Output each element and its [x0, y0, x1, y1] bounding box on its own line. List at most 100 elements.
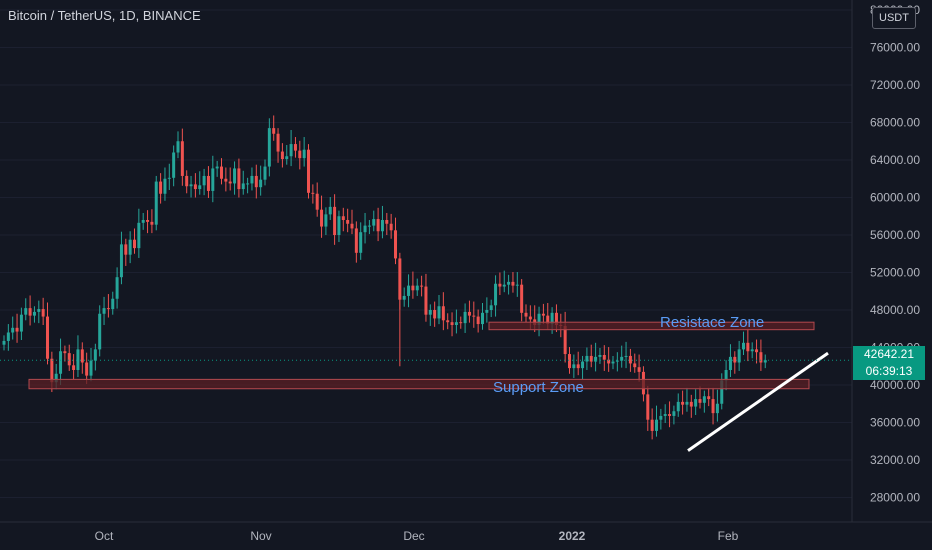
price-tick-label: 40000.00 [870, 378, 920, 392]
candle-body [489, 305, 493, 310]
candle-body [568, 354, 571, 369]
candle-body [124, 244, 128, 255]
support-zone-label: Support Zone [493, 379, 584, 396]
candle-body [694, 399, 698, 407]
last-price-label: 42642.21 06:39:13 [853, 346, 925, 380]
candle-body [520, 284, 524, 313]
candle-body [372, 219, 376, 226]
candle-body [502, 284, 506, 287]
candle-body [689, 401, 693, 407]
candle-body [215, 166, 219, 169]
candle-body [180, 141, 184, 176]
candle-body [28, 308, 32, 316]
candle-body [119, 244, 123, 278]
candles [2, 115, 767, 440]
candle-body [528, 316, 532, 320]
candle-body [720, 380, 724, 404]
candle-body [707, 396, 711, 400]
candle-body [263, 166, 267, 180]
candle-body [650, 419, 654, 431]
candle-body [759, 352, 763, 363]
candle-body [659, 415, 663, 420]
candle-body [272, 128, 276, 134]
candle-body [728, 356, 732, 370]
candle-body [733, 356, 737, 363]
candle-body [672, 411, 676, 416]
candle-body [633, 363, 637, 368]
candle-body [193, 184, 197, 190]
candle-body [398, 258, 402, 300]
candle-body [19, 314, 23, 332]
resistance-zone-box[interactable] [488, 321, 815, 331]
candle-body [328, 206, 332, 215]
candle-body [246, 183, 250, 185]
candle-body [367, 225, 371, 227]
candle-body [624, 355, 628, 357]
candle-body [515, 284, 519, 286]
candle-body [737, 349, 741, 363]
candle-body [337, 216, 341, 235]
candle-body [206, 175, 210, 191]
candle-body [655, 419, 658, 431]
candle-body [102, 308, 106, 314]
candle-body [698, 399, 702, 403]
currency-button[interactable]: USDT [872, 7, 916, 29]
candle-body [24, 308, 28, 315]
price-tick-label: 56000.00 [870, 228, 920, 242]
candle-body [350, 223, 354, 229]
candle-body [433, 310, 437, 319]
candle-body [233, 168, 237, 184]
candle-body [359, 232, 363, 253]
candle-body [572, 364, 576, 369]
candle-body [2, 340, 6, 345]
candle-body [389, 223, 393, 231]
candle-body [220, 166, 223, 179]
candle-body [111, 298, 115, 310]
candle-body [663, 414, 667, 416]
candle-body [115, 277, 119, 299]
candle-body [463, 311, 467, 324]
candle-body [546, 315, 550, 325]
time-axis[interactable]: Oct Nov Dec 2022 Feb [95, 529, 739, 543]
candle-body [324, 214, 328, 227]
candle-body [254, 175, 258, 188]
time-tick-label: Dec [403, 529, 424, 543]
candle-body [11, 327, 15, 333]
candle-body [72, 365, 76, 370]
support-zone-box[interactable] [28, 378, 810, 390]
candle-body [241, 183, 245, 190]
candle-body [476, 316, 480, 325]
candle-body [289, 144, 293, 157]
candle-body [481, 312, 484, 325]
price-tick-label: 60000.00 [870, 191, 920, 205]
candle-body [485, 310, 489, 313]
candle-body [211, 168, 215, 191]
candle-body [507, 281, 511, 285]
candle-body [380, 220, 384, 232]
candle-body [54, 373, 58, 383]
candle-body [141, 220, 145, 223]
candle-body [615, 360, 619, 362]
price-axis[interactable]: 80000.0076000.0072000.0068000.0064000.00… [870, 3, 920, 505]
candle-body [354, 228, 358, 253]
candle-body [167, 177, 171, 179]
time-tick-label: 2022 [559, 529, 586, 543]
candle-body [6, 332, 10, 341]
candle-body [459, 322, 463, 324]
candle-body [450, 322, 454, 325]
candle-body [415, 285, 419, 291]
candle-body [376, 219, 380, 232]
trendline[interactable] [687, 351, 829, 452]
candle-body [467, 311, 471, 316]
candle-body [285, 156, 289, 160]
candle-body [724, 370, 728, 381]
candle-body [302, 149, 306, 159]
candle-body [333, 206, 337, 235]
candle-body [250, 175, 254, 184]
candle-body [498, 283, 502, 287]
candle-body [146, 220, 150, 222]
candle-body [76, 349, 80, 370]
time-tick-label: Feb [718, 529, 739, 543]
price-tick-label: 68000.00 [870, 116, 920, 130]
